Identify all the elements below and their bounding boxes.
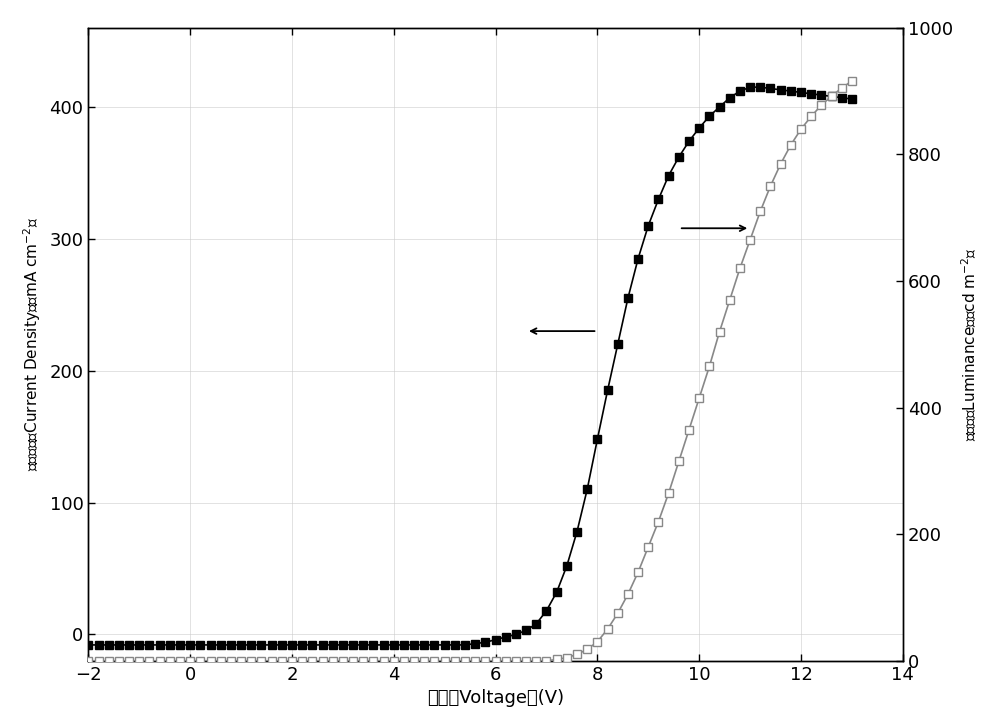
Y-axis label: 光亮度（Luminance）（cd m$^{-2}$）: 光亮度（Luminance）（cd m$^{-2}$） [960, 248, 979, 441]
Y-axis label: 电流密度（Current Density）（mA cm$^{-2}$）: 电流密度（Current Density）（mA cm$^{-2}$） [21, 217, 43, 471]
X-axis label: 电压（Voltage）(V): 电压（Voltage）(V) [427, 689, 564, 707]
